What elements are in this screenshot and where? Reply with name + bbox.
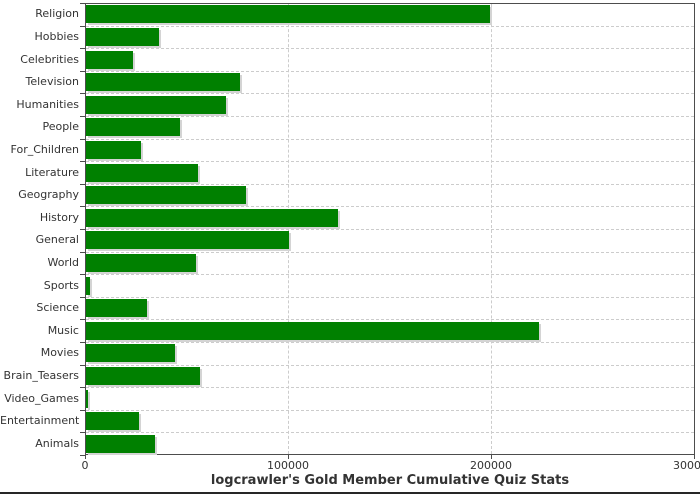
x-tick-label: 0 <box>81 459 89 472</box>
category-label-video-games: Video_Games <box>4 392 79 405</box>
bar-people <box>86 118 180 136</box>
chart-title: logcrawler's Gold Member Cumulative Quiz… <box>210 473 570 488</box>
category-label-history: History <box>39 211 79 224</box>
horizontal-gridline <box>86 206 694 207</box>
y-axis-tick <box>80 387 85 388</box>
horizontal-gridline <box>86 93 694 94</box>
category-label-music: Music <box>47 324 79 337</box>
x-axis-tick <box>288 455 289 459</box>
horizontal-gridline <box>86 410 694 411</box>
bar-sports <box>86 277 90 295</box>
category-label-humanities: Humanities <box>16 98 79 111</box>
bar-entertainment <box>86 412 139 430</box>
category-label-hobbies: Hobbies <box>34 30 79 43</box>
horizontal-gridline <box>86 274 694 275</box>
category-label-geography: Geography <box>18 188 79 201</box>
y-axis-tick <box>80 161 85 162</box>
y-axis-tick <box>80 48 85 49</box>
horizontal-gridline <box>86 432 694 433</box>
y-axis-tick <box>80 297 85 298</box>
y-axis-tick <box>80 93 85 94</box>
y-axis-tick <box>80 252 85 253</box>
horizontal-gridline <box>86 139 694 140</box>
y-axis-tick <box>80 139 85 140</box>
bar-world <box>86 254 196 272</box>
horizontal-gridline <box>86 48 694 49</box>
category-label-animals: Animals <box>35 437 79 450</box>
x-tick-label: 200000 <box>470 459 512 472</box>
horizontal-gridline <box>86 229 694 230</box>
horizontal-gridline <box>86 161 694 162</box>
bar-video-games <box>86 390 88 408</box>
y-axis-tick <box>80 116 85 117</box>
bar-movies <box>86 344 175 362</box>
bar-brain-teasers <box>86 367 200 385</box>
bar-literature <box>86 164 198 182</box>
horizontal-gridline <box>86 319 694 320</box>
y-axis-tick <box>80 274 85 275</box>
x-tick-label: 100000 <box>267 459 309 472</box>
category-label-celebrities: Celebrities <box>20 53 79 66</box>
bar-geography <box>86 186 246 204</box>
category-label-sports: Sports <box>43 279 79 292</box>
category-label-television: Television <box>25 75 80 88</box>
category-label-world: World <box>47 256 79 269</box>
x-axis-tick <box>491 455 492 459</box>
y-axis-tick <box>80 229 85 230</box>
bar-hobbies <box>86 28 159 46</box>
x-axis-tick <box>694 455 695 459</box>
bar-general <box>86 231 289 249</box>
bar-history <box>86 209 338 227</box>
bar-humanities <box>86 96 226 114</box>
category-label-entertainment: Entertainment <box>0 414 80 427</box>
bar-science <box>86 299 147 317</box>
horizontal-gridline <box>86 116 694 117</box>
horizontal-gridline <box>86 71 694 72</box>
category-label-science: Science <box>36 301 79 314</box>
y-axis-tick <box>80 455 85 456</box>
category-label-people: People <box>42 120 79 133</box>
bar-animals <box>86 435 155 453</box>
x-axis-tick <box>85 455 86 459</box>
horizontal-gridline <box>86 297 694 298</box>
y-axis-tick <box>80 206 85 207</box>
category-label-for-children: For_Children <box>10 143 79 156</box>
y-axis-tick <box>80 71 85 72</box>
y-axis-tick <box>80 410 85 411</box>
y-axis-tick <box>80 365 85 366</box>
horizontal-gridline <box>86 387 694 388</box>
y-axis-tick <box>80 184 85 185</box>
horizontal-gridline <box>86 365 694 366</box>
plot-area <box>85 3 695 455</box>
category-label-literature: Literature <box>25 166 79 179</box>
y-axis-tick <box>80 432 85 433</box>
bar-music <box>86 322 539 340</box>
horizontal-gridline <box>86 184 694 185</box>
category-label-general: General <box>35 233 79 246</box>
category-label-religion: Religion <box>35 7 79 20</box>
x-tick-label: 300000 <box>673 459 700 472</box>
y-axis-tick <box>80 319 85 320</box>
bar-celebrities <box>86 51 133 69</box>
bottom-border-line <box>0 492 700 494</box>
horizontal-gridline <box>86 342 694 343</box>
horizontal-gridline <box>86 252 694 253</box>
y-axis-tick <box>80 3 85 4</box>
bar-television <box>86 73 240 91</box>
horizontal-gridline <box>86 26 694 27</box>
y-axis-tick <box>80 26 85 27</box>
category-label-brain-teasers: Brain_Teasers <box>3 369 79 382</box>
y-axis-tick <box>80 342 85 343</box>
bar-religion <box>86 5 490 23</box>
category-label-movies: Movies <box>40 346 79 359</box>
bar-for-children <box>86 141 141 159</box>
